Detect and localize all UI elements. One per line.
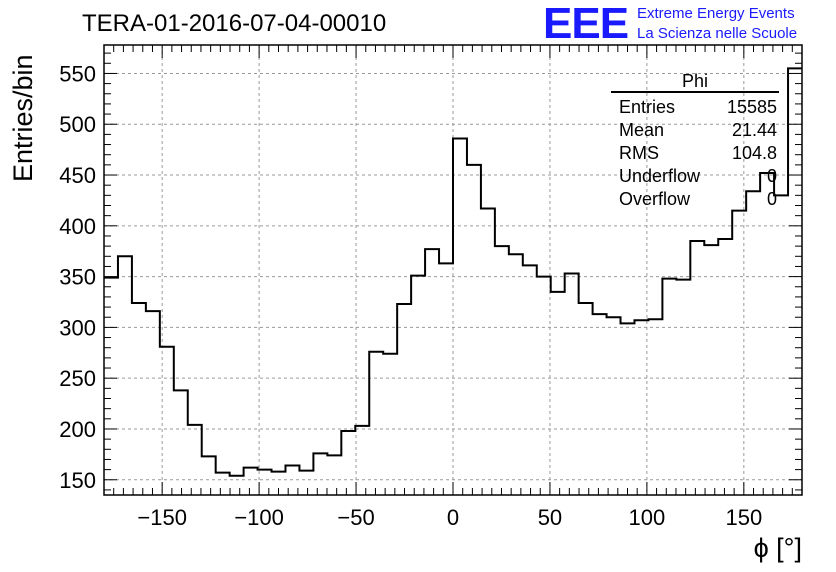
histogram-line [104, 67, 802, 477]
x-tick-label: −150 [137, 505, 187, 530]
eee-logo: EEE [543, 0, 629, 48]
logo-subtitle: Extreme Energy Events La Scienza nelle S… [637, 4, 797, 44]
stats-label: RMS [619, 143, 659, 163]
stats-name: Phi [611, 71, 779, 93]
stats-value: 0 [766, 166, 777, 186]
x-tick-label: −100 [234, 505, 284, 530]
y-tick-label: 350 [59, 265, 96, 290]
x-tick-label: 50 [538, 505, 562, 530]
logo-line-1: Extreme Energy Events [637, 5, 795, 22]
logo-line-2: La Scienza nelle Scuole [637, 25, 798, 42]
stats-label: Underflow [619, 166, 701, 186]
stats-row-rms: RMS 104.8 [611, 142, 779, 165]
y-tick-label: 550 [59, 61, 96, 86]
stats-value: 104.8 [731, 143, 777, 163]
y-tick-label: 250 [59, 366, 96, 391]
stats-row-overflow: Overflow 0 [611, 188, 779, 211]
x-tick-label: 0 [447, 505, 459, 530]
stats-row-entries: Entries 15585 [611, 96, 779, 119]
stats-row-underflow: Underflow 0 [611, 165, 779, 188]
stats-label: Mean [619, 120, 665, 140]
stats-value: 0 [766, 189, 777, 209]
stats-label: Entries [619, 97, 676, 117]
y-axis-label: Entries/bin [8, 54, 38, 182]
x-tick-label: 150 [725, 505, 762, 530]
y-tick-label: 400 [59, 214, 96, 239]
plot-title: TERA-01-2016-07-04-00010 [82, 10, 387, 37]
y-tick-label: 450 [59, 163, 96, 188]
y-tick-label: 200 [59, 417, 96, 442]
stats-row-mean: Mean 21.44 [611, 119, 779, 142]
x-tick-label: 100 [629, 505, 666, 530]
stats-box: Phi Entries 15585 Mean 21.44 RMS 104.8 U… [611, 71, 779, 211]
y-tick-label: 500 [59, 112, 96, 137]
stats-value: 15585 [726, 97, 777, 117]
x-tick-label: −50 [337, 505, 374, 530]
stats-label: Overflow [619, 189, 691, 209]
x-axis-label: ϕ [°] [753, 533, 802, 563]
y-tick-label: 300 [59, 315, 96, 340]
y-tick-label: 150 [59, 468, 96, 493]
stats-value: 21.44 [731, 120, 777, 140]
